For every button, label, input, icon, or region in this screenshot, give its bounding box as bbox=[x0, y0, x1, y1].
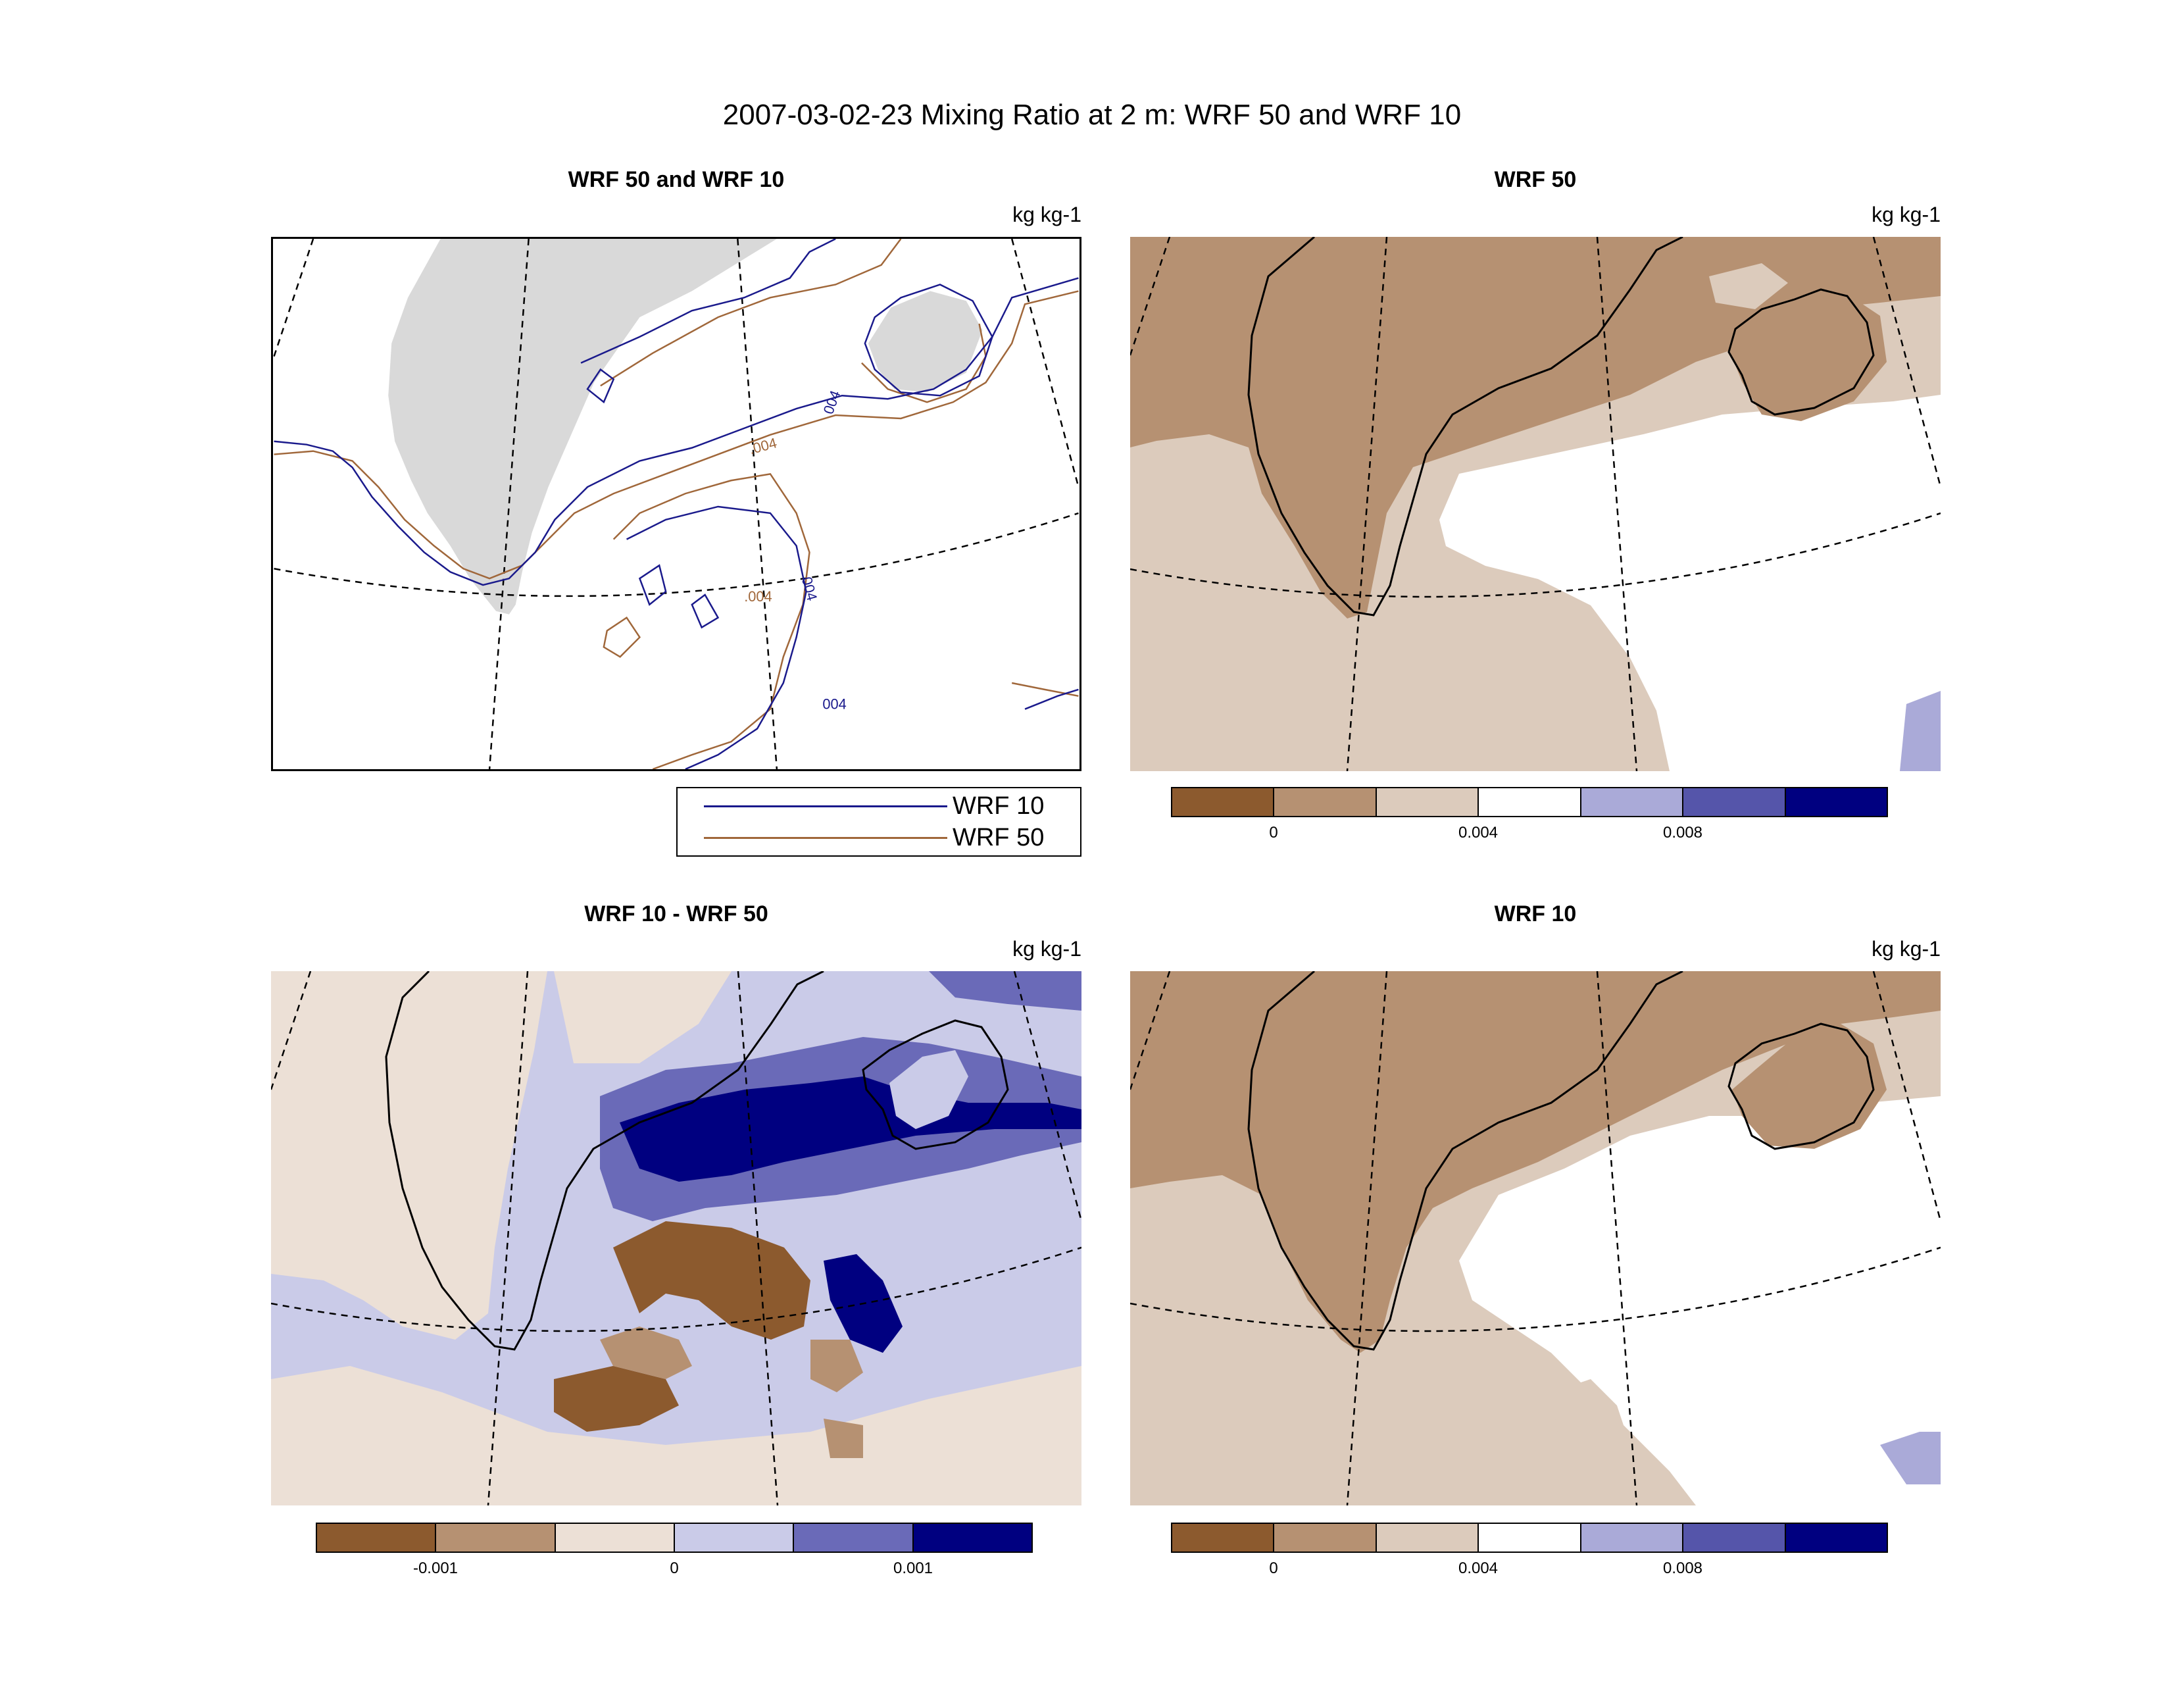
panel-title-wrf10: WRF 10 bbox=[1494, 901, 1577, 926]
colorbar-tick-label: 0.001 bbox=[893, 1559, 933, 1577]
contour-label: 004 bbox=[799, 575, 821, 603]
colorbar-tick-label: 0.008 bbox=[1662, 1559, 1703, 1577]
colorbar-swatch bbox=[436, 1524, 556, 1552]
contour-label: 004 bbox=[822, 696, 846, 713]
colorbar-swatch bbox=[1683, 1524, 1786, 1552]
iceland-field bbox=[1732, 1024, 1887, 1149]
colorbar-swatch bbox=[913, 1524, 1031, 1552]
colorbar-swatch bbox=[1479, 1524, 1581, 1552]
colorbar-swatch bbox=[555, 1524, 675, 1552]
colorbar-swatch bbox=[1785, 788, 1887, 816]
panel-title-wrf50: WRF 50 bbox=[1494, 167, 1577, 192]
coastline-iceland bbox=[1727, 1022, 1875, 1150]
iceland-land bbox=[868, 291, 983, 393]
colorbar-difference bbox=[316, 1523, 1033, 1553]
map-difference bbox=[271, 971, 1081, 1505]
colorbar-tick-label: 0 bbox=[1269, 1559, 1278, 1577]
colorbar-tick-label: 0 bbox=[1269, 824, 1278, 842]
units-label-wrf50: kg kg-1 bbox=[1872, 203, 1941, 226]
colorbar-tick-label: 0.004 bbox=[1458, 1559, 1499, 1577]
colorbar-swatch bbox=[794, 1524, 914, 1552]
coastline-greenland bbox=[1247, 971, 1683, 1351]
legend-label-wrf50: WRF 50 bbox=[953, 823, 1045, 851]
coastline-iceland bbox=[1727, 288, 1875, 416]
units-label-wrf10: kg kg-1 bbox=[1872, 937, 1941, 961]
colorbar-tick-label: 0.004 bbox=[1458, 824, 1499, 842]
panel-title-difference: WRF 10 - WRF 50 bbox=[584, 901, 768, 926]
coastline-iceland bbox=[862, 1019, 1009, 1150]
contour-label: .004 bbox=[747, 434, 779, 457]
field-negative bbox=[613, 1221, 810, 1340]
panel-title-contours: WRF 50 and WRF 10 bbox=[568, 167, 785, 192]
colorbar-swatch bbox=[1274, 788, 1377, 816]
legend-swatch-wrf10 bbox=[704, 805, 947, 807]
figure-title: 2007-03-02-23 Mixing Ratio at 2 m: WRF 5… bbox=[722, 99, 1462, 131]
coastline-greenland bbox=[385, 971, 824, 1351]
field-low bbox=[1130, 971, 1941, 1353]
legend-swatch-wrf50 bbox=[704, 836, 947, 839]
contour-label: .004 bbox=[744, 588, 772, 605]
map-contours: 004 .004 004 004 .004 bbox=[271, 237, 1081, 771]
units-label-contours: kg kg-1 bbox=[1012, 203, 1081, 226]
map-wrf10 bbox=[1130, 971, 1941, 1505]
field-low bbox=[1130, 237, 1941, 618]
legend-item-wrf50: WRF 50 bbox=[704, 822, 1044, 853]
contour-legend: WRF 10 WRF 50 bbox=[676, 787, 1081, 857]
contour-label: 004 bbox=[820, 388, 843, 416]
colorbar-swatch bbox=[674, 1524, 795, 1552]
legend-label-wrf10: WRF 10 bbox=[953, 792, 1045, 820]
colorbar-swatch bbox=[1581, 1524, 1684, 1552]
colorbar-swatch bbox=[1581, 788, 1684, 816]
coastline-greenland bbox=[1247, 237, 1683, 617]
colorbar-swatch bbox=[1274, 1524, 1377, 1552]
iceland-field bbox=[1729, 290, 1887, 421]
colorbar-swatch bbox=[1479, 788, 1581, 816]
colorbar-tick-label: 0.008 bbox=[1662, 824, 1703, 842]
colorbar-swatch bbox=[1172, 788, 1275, 816]
map-wrf50 bbox=[1130, 237, 1941, 771]
units-label-difference: kg kg-1 bbox=[1012, 937, 1081, 961]
field-high bbox=[1439, 395, 1941, 771]
greenland-land bbox=[388, 239, 777, 615]
colorbar-tick-label: 0 bbox=[670, 1559, 679, 1577]
colorbar-swatch bbox=[1376, 788, 1479, 816]
field-high bbox=[1459, 1096, 1941, 1505]
legend-item-wrf10: WRF 10 bbox=[704, 791, 1044, 821]
colorbar-swatch bbox=[1683, 788, 1786, 816]
colorbar-tick-label: -0.001 bbox=[412, 1559, 459, 1577]
colorbar-swatch bbox=[1172, 1524, 1275, 1552]
colorbar-swatch bbox=[1785, 1524, 1887, 1552]
colorbar-swatch bbox=[317, 1524, 437, 1552]
colorbar-swatch bbox=[1376, 1524, 1479, 1552]
colorbar-wrf10 bbox=[1171, 1523, 1888, 1553]
colorbar-wrf50 bbox=[1171, 787, 1888, 817]
